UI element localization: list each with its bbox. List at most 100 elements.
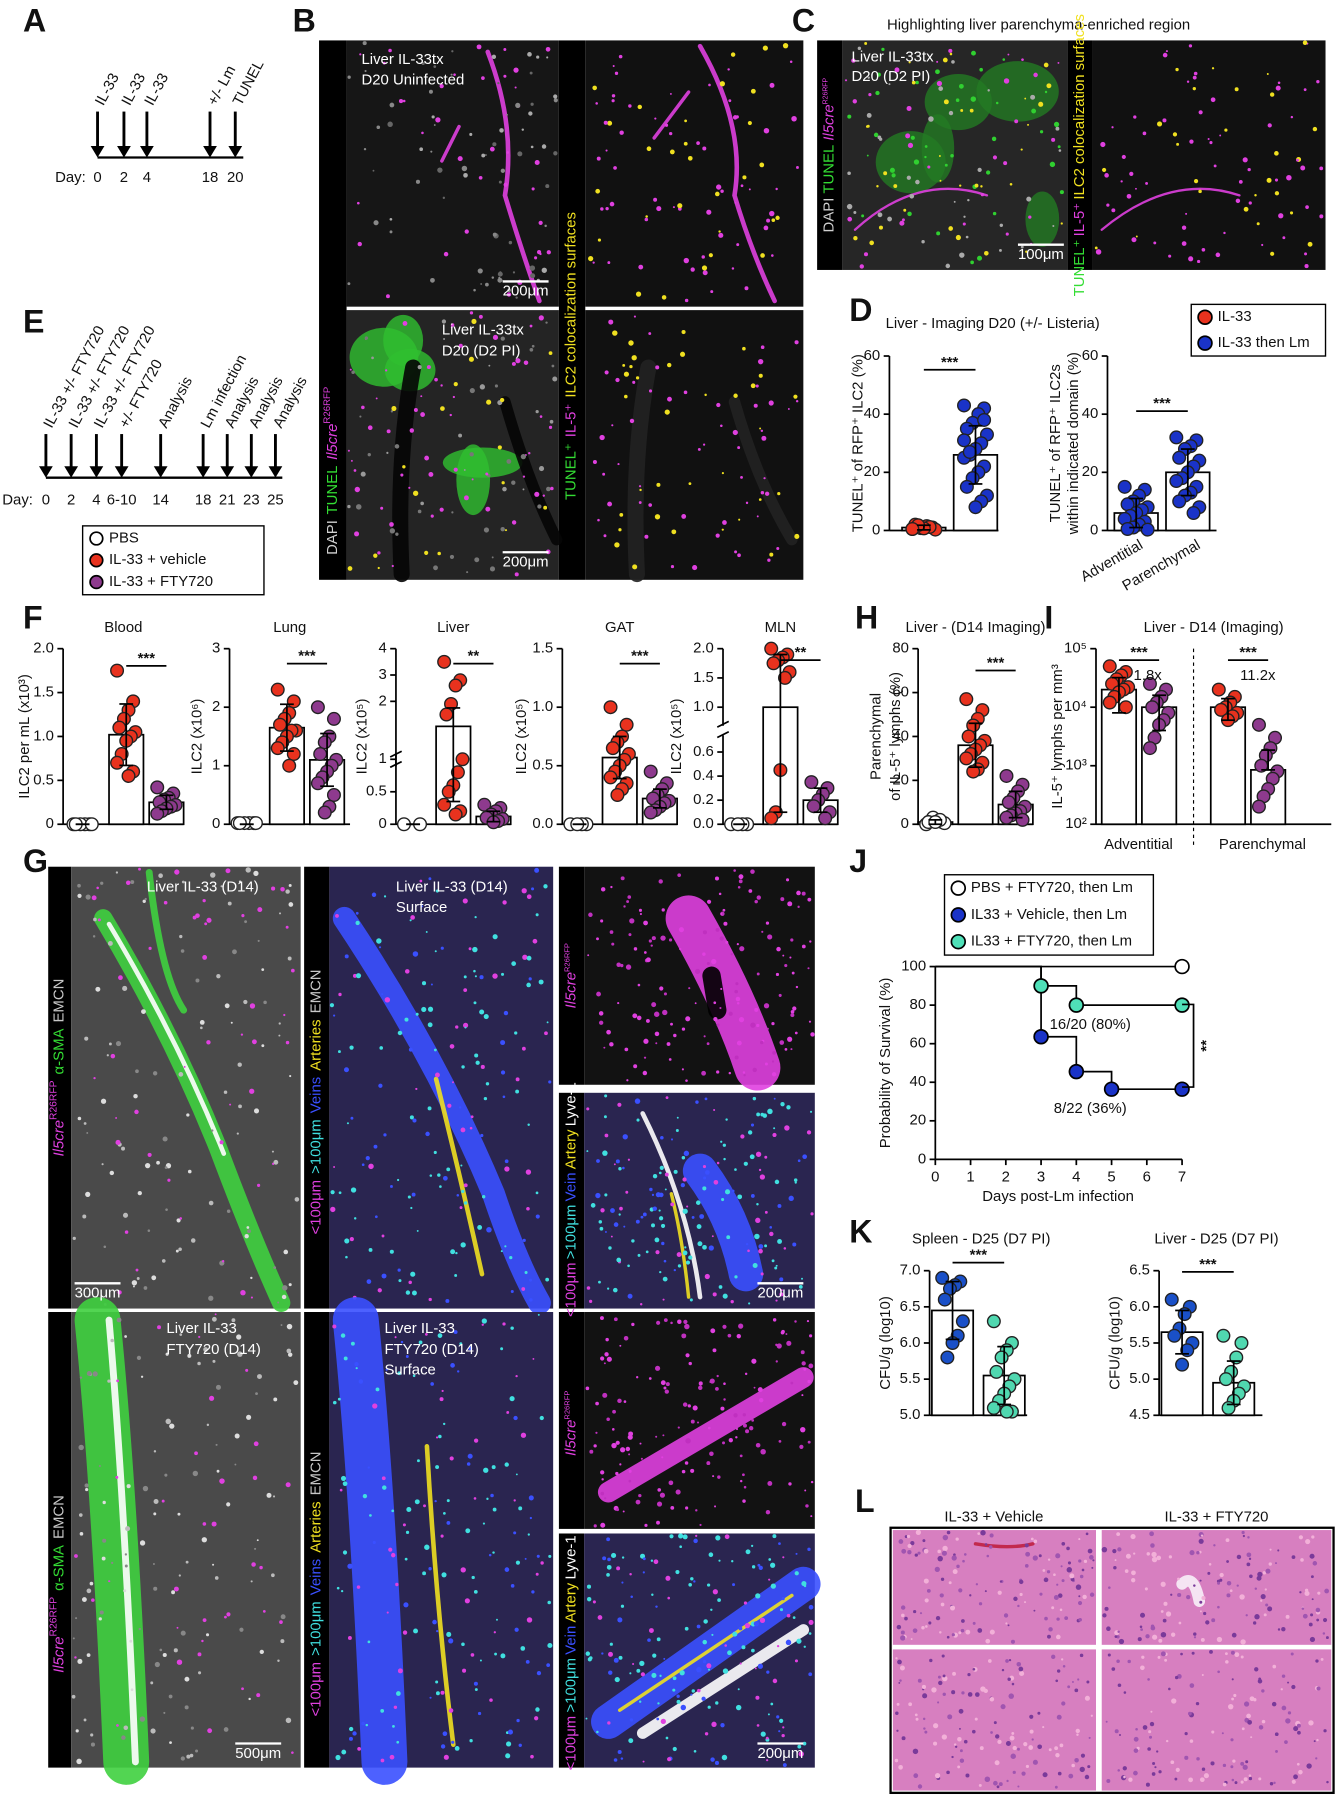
cell <box>986 170 990 174</box>
cell <box>728 1334 732 1338</box>
cell <box>137 1356 141 1360</box>
cell <box>1064 1616 1068 1620</box>
cell <box>1267 73 1269 75</box>
cell <box>796 166 799 169</box>
y-axis-label: TUNEL⁺ of RFP⁺ ILC2 (%) <box>850 354 866 532</box>
label-strip <box>48 1312 71 1768</box>
cell <box>809 1620 814 1625</box>
cell <box>671 1138 673 1140</box>
cell <box>763 45 768 50</box>
cell <box>879 226 883 230</box>
cell <box>911 1638 913 1640</box>
cell <box>1056 1584 1058 1586</box>
cell <box>790 1382 793 1385</box>
cell <box>745 1373 747 1375</box>
data-point <box>988 1315 1001 1328</box>
cell <box>1080 1767 1085 1772</box>
cell <box>74 1656 76 1658</box>
significance: *** <box>987 656 1005 672</box>
day: 20 <box>227 170 244 186</box>
cell <box>1254 1614 1259 1619</box>
cell <box>482 1318 487 1323</box>
cell <box>679 1545 682 1548</box>
cell <box>457 1194 460 1197</box>
cell <box>486 400 491 405</box>
cell <box>241 914 244 917</box>
cell <box>653 198 657 202</box>
cell <box>678 1533 683 1538</box>
cell <box>701 1071 706 1076</box>
cell <box>403 1602 408 1607</box>
cell <box>777 492 780 495</box>
cell <box>628 1453 630 1455</box>
cell <box>379 1046 383 1050</box>
cell <box>636 1669 640 1673</box>
day: 4 <box>143 170 151 186</box>
cell <box>1024 1601 1026 1603</box>
cell <box>616 962 621 967</box>
cell <box>239 1628 243 1632</box>
cell <box>1240 1762 1244 1766</box>
cell <box>73 1637 75 1639</box>
cell <box>485 472 488 475</box>
cell <box>616 1258 621 1263</box>
cell <box>330 1207 335 1212</box>
image-title: IL-33 + Vehicle <box>944 1509 1043 1525</box>
cell <box>1310 1637 1315 1642</box>
cell <box>755 1696 759 1700</box>
cell <box>695 1509 697 1511</box>
vessel <box>356 1320 385 1762</box>
cell <box>212 1522 217 1527</box>
data-point <box>611 789 624 802</box>
chart-title: Spleen - D25 (D7 PI) <box>912 1232 1050 1248</box>
cell <box>361 1722 365 1726</box>
cell <box>900 1635 905 1640</box>
cell <box>1161 1582 1166 1587</box>
cell <box>940 180 942 182</box>
data-point <box>1141 523 1154 536</box>
cell <box>1257 222 1260 225</box>
cell <box>472 1576 475 1579</box>
cell <box>764 1003 769 1008</box>
cell <box>997 1740 1001 1744</box>
cell <box>659 986 663 990</box>
cell <box>503 48 506 51</box>
cell <box>655 1250 659 1254</box>
cell <box>634 316 636 318</box>
cell <box>1297 1763 1300 1766</box>
cell <box>511 961 516 966</box>
cell <box>1175 1676 1178 1679</box>
cell <box>780 897 784 901</box>
cell <box>527 894 532 899</box>
cell <box>109 1043 112 1046</box>
cell <box>1134 1737 1139 1742</box>
cell <box>598 238 601 241</box>
data-point <box>111 756 124 769</box>
cell <box>165 1166 168 1169</box>
cell <box>434 378 438 382</box>
cell <box>901 1631 905 1635</box>
cell <box>757 973 760 976</box>
cell <box>454 1274 457 1277</box>
cell <box>1030 95 1035 100</box>
cell <box>632 355 637 360</box>
cell <box>469 1739 472 1742</box>
cell <box>960 109 963 112</box>
cell <box>425 1132 429 1136</box>
cell <box>287 1349 292 1354</box>
scale-bar-label: 200μm <box>503 555 549 571</box>
cell <box>1063 1665 1066 1668</box>
cell <box>665 1576 670 1581</box>
cell <box>1193 1632 1196 1635</box>
cell <box>927 165 930 168</box>
cell <box>1039 1554 1042 1557</box>
cell <box>784 1125 789 1130</box>
cell <box>1222 1732 1224 1734</box>
cell <box>607 1287 609 1289</box>
cell <box>659 1172 662 1175</box>
panel-label: I <box>1044 599 1053 635</box>
cell <box>605 1338 608 1341</box>
cell <box>486 1498 488 1500</box>
cell <box>1230 1765 1233 1768</box>
cell <box>388 1548 392 1552</box>
